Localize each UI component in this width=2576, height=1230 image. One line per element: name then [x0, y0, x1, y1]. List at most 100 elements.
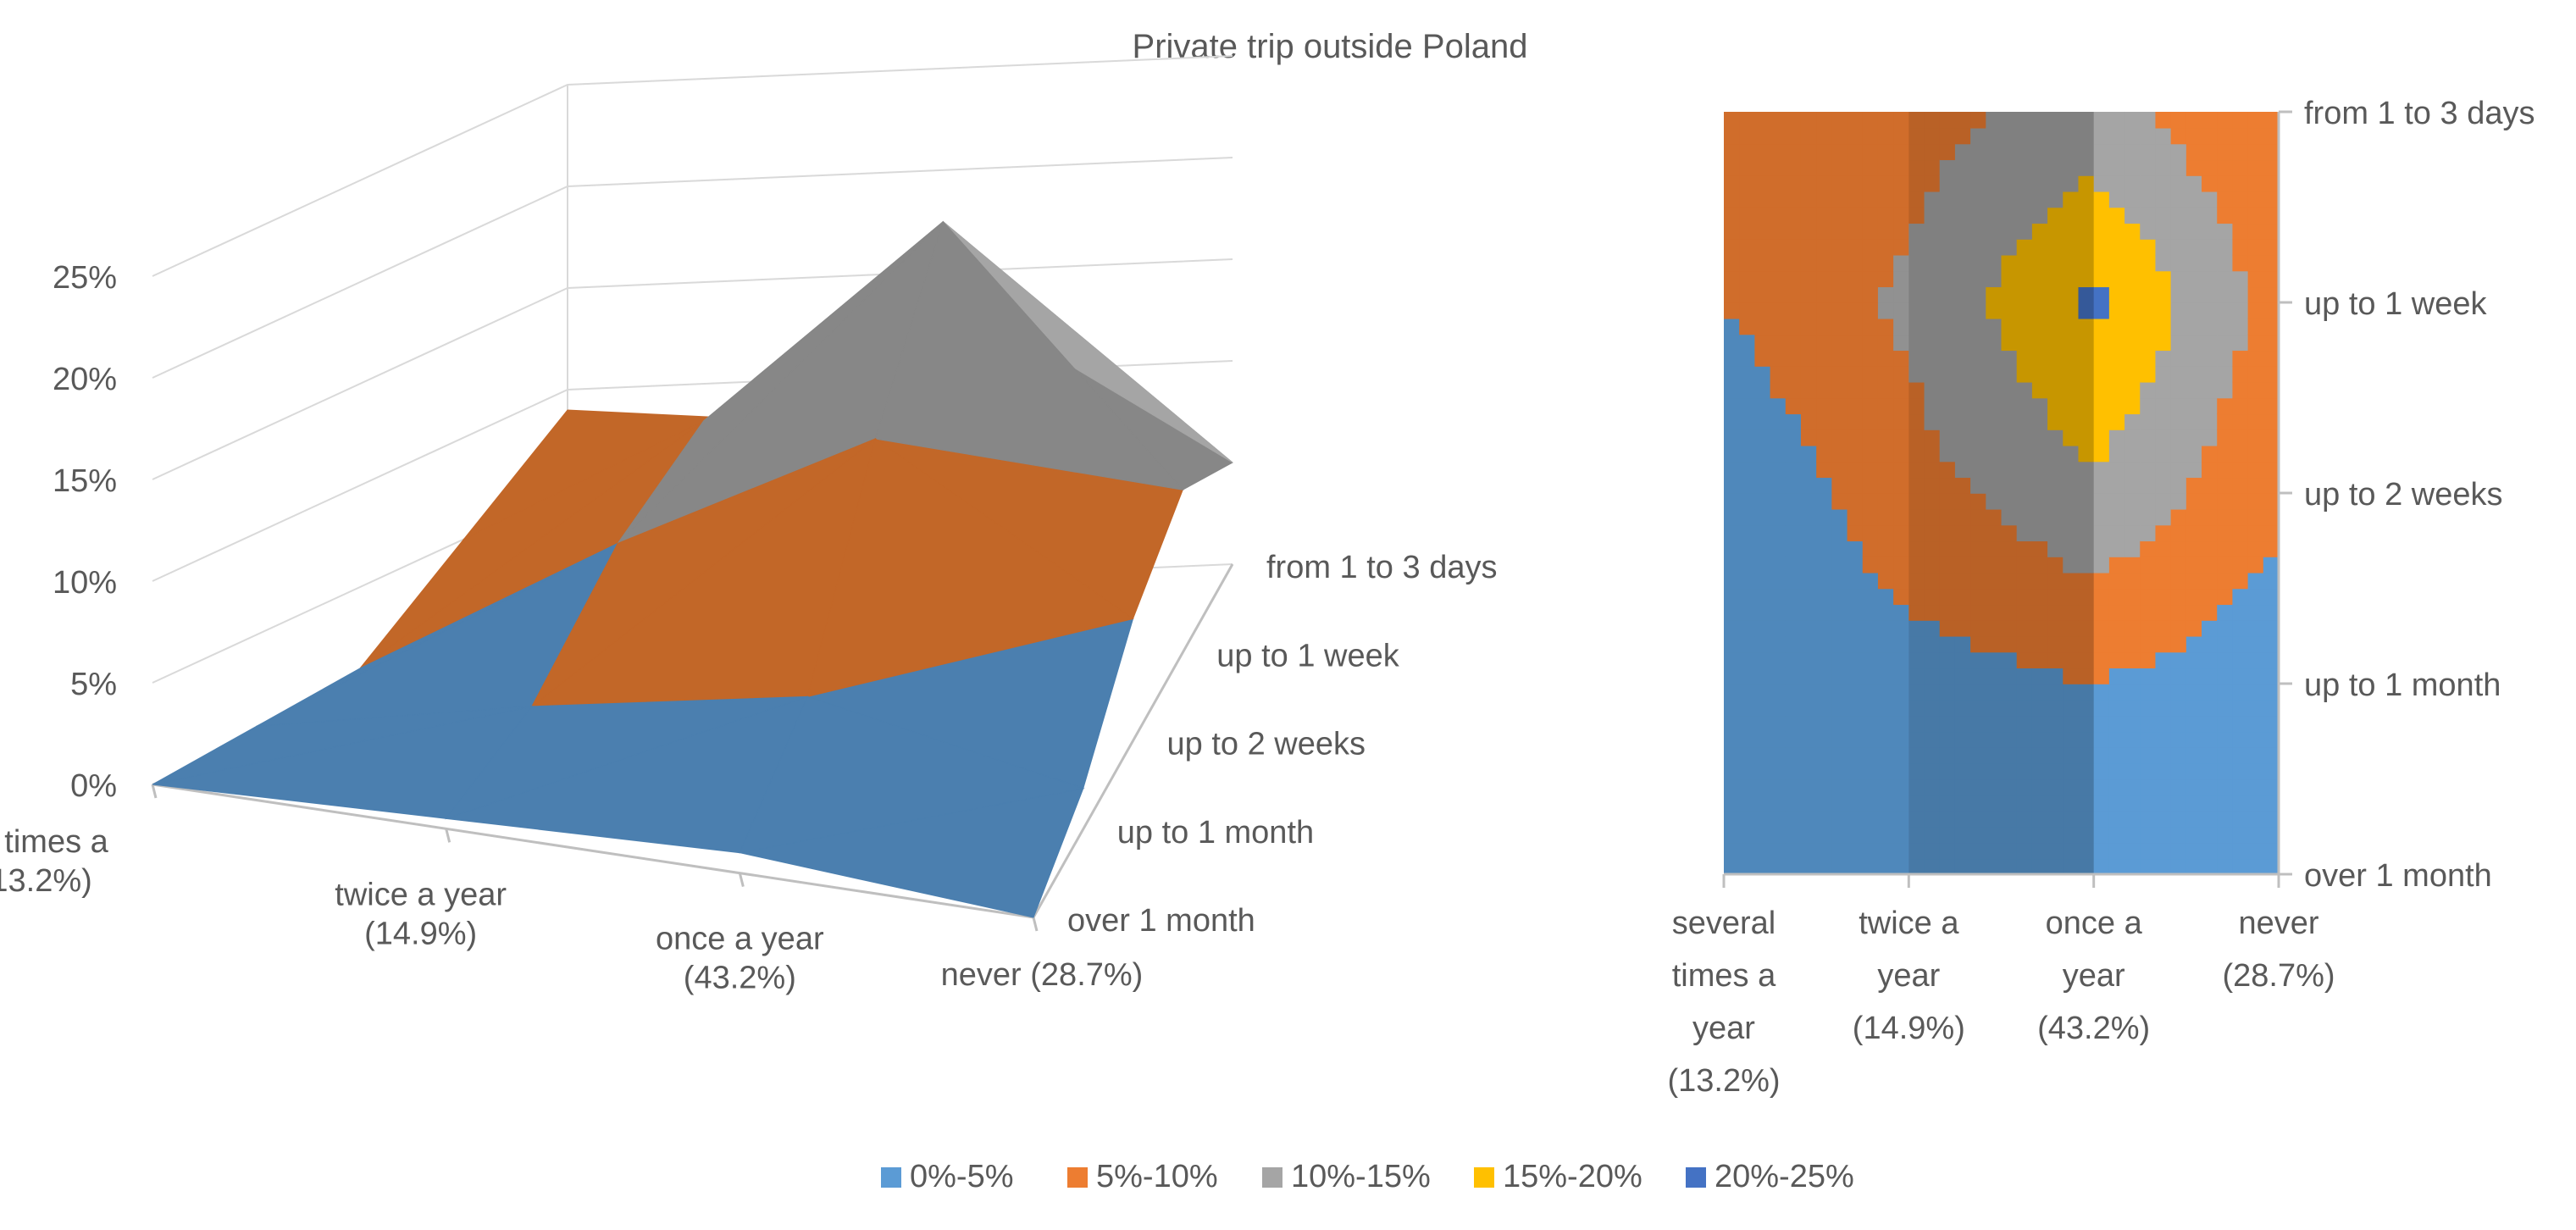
contour-cell	[1986, 366, 2003, 383]
contour-cell	[1970, 747, 1987, 764]
contour-cell	[1800, 762, 1817, 780]
contour-cell	[1924, 159, 1941, 176]
contour-cell	[1785, 175, 1802, 192]
contour-cell	[1724, 318, 1740, 335]
contour-cell	[1770, 381, 1787, 399]
contour-cell	[1862, 461, 1879, 479]
contour-cell	[1800, 778, 1817, 796]
contour-cell	[2016, 699, 2033, 717]
contour-cell	[2016, 715, 2033, 733]
contour-cell	[2217, 223, 2234, 240]
contour-cell	[2155, 112, 2172, 129]
contour-cell	[2001, 381, 2018, 399]
contour-cell	[1908, 254, 1925, 272]
contour-cell	[2232, 477, 2249, 494]
contour-cell	[1847, 842, 1864, 860]
contour-cell	[1847, 318, 1864, 335]
contour-cell	[2170, 842, 2187, 860]
contour-cell	[2108, 477, 2125, 494]
contour-cell	[1862, 143, 1879, 161]
contour-cell	[1847, 461, 1864, 479]
contour-cell	[1770, 143, 1787, 161]
contour-cell	[1724, 508, 1740, 526]
contour-cell	[2247, 207, 2264, 224]
contour-cell	[1754, 842, 1771, 860]
z-tick-label: 15%	[53, 463, 117, 499]
contour-cell	[2078, 461, 2095, 479]
contour-cell	[2140, 635, 2157, 653]
contour-cell	[2093, 762, 2110, 780]
contour-cell	[2093, 699, 2110, 717]
contour-cell	[1954, 572, 1971, 590]
column-shade	[1908, 112, 2094, 874]
contour-cell	[2232, 413, 2249, 430]
contour-cell	[1754, 207, 1771, 224]
contour-cell	[2016, 302, 2033, 319]
contour-cell	[2016, 381, 2033, 399]
contour-cell	[1939, 731, 1956, 748]
contour-cell	[1785, 778, 1802, 796]
contour-cell	[2093, 143, 2110, 161]
contour-cell	[1770, 318, 1787, 335]
contour-cell	[2140, 524, 2157, 542]
contour-cell	[1800, 127, 1817, 145]
contour-cell	[1831, 635, 1848, 653]
contour-cell	[1877, 461, 1894, 479]
contour-cell	[1770, 795, 1787, 812]
contour-cell	[2185, 524, 2202, 542]
contour-cell	[2001, 668, 2018, 684]
contour-cell	[1924, 747, 1941, 764]
contour-cell	[2140, 445, 2157, 463]
contour-cell	[2078, 381, 2095, 399]
contour-cell	[2093, 381, 2110, 399]
contour-cell	[1785, 207, 1802, 224]
contour-cell	[2185, 270, 2202, 288]
contour-cell	[1924, 826, 1941, 844]
contour-cell	[2232, 254, 2249, 272]
contour-cell	[2016, 318, 2033, 335]
contour-cell	[1924, 366, 1941, 383]
contour-cell	[1754, 747, 1771, 764]
contour-cell	[2078, 223, 2095, 240]
surface-facet	[531, 438, 876, 707]
contour-cell	[2247, 811, 2264, 828]
contour-cell	[1970, 350, 1987, 367]
contour-cell	[1847, 747, 1864, 764]
contour-cell	[2031, 207, 2048, 224]
contour-cell	[1847, 604, 1864, 621]
contour-cell	[1800, 684, 1817, 701]
contour-cell	[1816, 302, 1833, 319]
legend-item: 5%-10%	[1067, 1159, 1218, 1194]
contour-cell	[2232, 381, 2249, 399]
contour-cell	[2155, 191, 2172, 208]
contour-cell	[2170, 747, 2187, 764]
contour-cell	[1831, 588, 1848, 606]
contour-cell	[2247, 699, 2264, 717]
contour-cell	[1800, 747, 1817, 764]
contour-cell	[1954, 508, 1971, 526]
contour-cell	[2093, 350, 2110, 367]
contour-cell	[1739, 747, 1756, 764]
contour-cell	[2016, 429, 2033, 446]
legend-label: 10%-15%	[1291, 1159, 1431, 1194]
contour-cell	[2001, 366, 2018, 383]
contour-cell	[1770, 493, 1787, 510]
contour-cell	[1847, 540, 1864, 557]
contour-cell	[1986, 842, 2003, 860]
contour-cell	[2047, 635, 2064, 653]
contour-cell	[2001, 175, 2018, 192]
contour-cell	[1954, 239, 1971, 256]
contour-cell	[1970, 366, 1987, 383]
contour-cell	[1831, 350, 1848, 367]
contour-cell	[1862, 397, 1879, 415]
contour-cell	[1970, 731, 1987, 748]
contour-cell	[1816, 731, 1833, 748]
contour-cell	[2140, 318, 2157, 335]
contour-cell	[1770, 159, 1787, 176]
contour-cell	[1754, 762, 1771, 780]
contour-cell	[1893, 635, 1910, 653]
z-tick-label: 10%	[53, 565, 117, 601]
contour-cell	[2155, 731, 2172, 748]
contour-cell	[2202, 159, 2219, 176]
contour-cell	[1939, 397, 1956, 415]
